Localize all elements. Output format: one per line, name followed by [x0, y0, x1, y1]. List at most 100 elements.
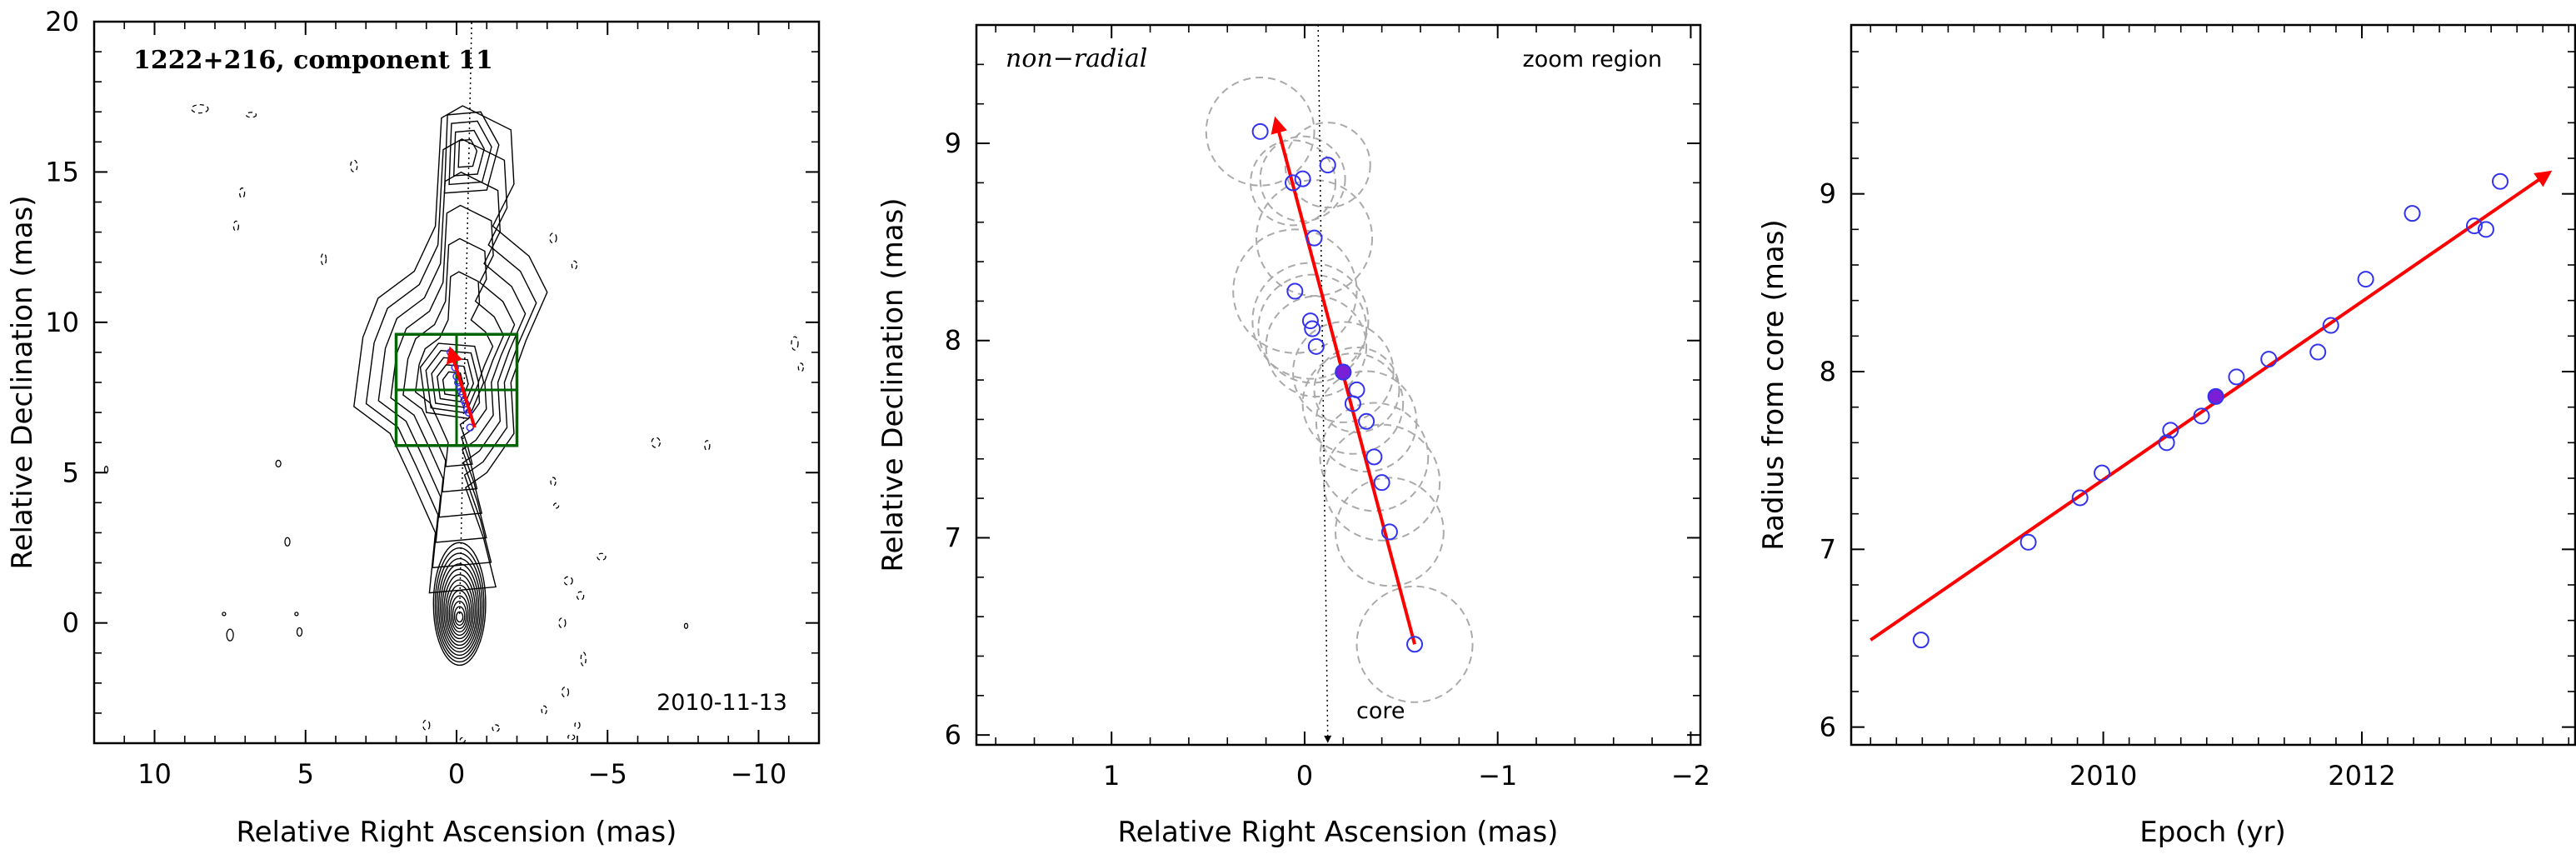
map-overlay	[394, 21, 519, 614]
panel-zoom: 1 0 −1 −2 6 7 8 9 non−radial zoom region core R…	[876, 23, 1710, 849]
negative-contour	[563, 576, 573, 586]
axis-ticks: 2010 2012 6 7 8 9	[1820, 25, 2575, 792]
plot-frame	[92, 20, 821, 745]
y-tick-label: 8	[945, 325, 961, 357]
uncertainty-circle	[1259, 135, 1346, 222]
negative-contour	[791, 336, 799, 351]
jet-contour	[457, 138, 478, 168]
y-tick-label: 15	[45, 156, 79, 187]
uncertainty-circle	[1256, 179, 1374, 297]
y-tick-label: 9	[945, 127, 961, 159]
data-point	[2465, 217, 2483, 235]
contour-island	[284, 537, 291, 547]
core-contour	[453, 606, 466, 627]
negative-contour	[350, 159, 358, 172]
x-axis-label: Relative Right Ascension (mas)	[1118, 816, 1559, 849]
nonradial-label: non−radial	[1006, 44, 1147, 73]
uncertainty-circle	[1323, 423, 1441, 542]
jet-contour	[377, 171, 527, 543]
y-tick-label: 5	[62, 457, 79, 488]
core-label: core	[1356, 698, 1405, 724]
data-point	[1307, 337, 1325, 355]
uncertainty-circle	[1315, 370, 1418, 473]
negative-contour	[651, 437, 661, 448]
data-point	[1301, 312, 1319, 330]
data-point	[2228, 368, 2245, 386]
x-axis-label: Relative Right Ascension (mas)	[237, 816, 677, 849]
uncertainty-circle	[1232, 228, 1358, 354]
data-point	[2477, 221, 2494, 238]
x-tick-label: 1	[1103, 760, 1120, 792]
uncertainty-circle	[1319, 402, 1430, 512]
core-direction-arrow	[1317, 25, 1332, 743]
plot-frame	[975, 23, 1702, 747]
panel-title: 1222+216, component 11	[133, 46, 493, 75]
negative-contour	[597, 552, 607, 561]
uncertainty-circle	[1251, 262, 1370, 380]
core-contour	[443, 573, 477, 647]
negative-contour	[549, 232, 557, 244]
uncertainty-circles	[1205, 76, 1474, 703]
data-point	[1406, 636, 1424, 653]
negative-contour	[567, 734, 576, 741]
x-tick-label: 2012	[2328, 760, 2395, 792]
negative-contour	[245, 112, 257, 118]
core-contour	[434, 547, 485, 663]
data-point	[1286, 282, 1304, 300]
knot-contour	[431, 357, 475, 408]
negative-contour	[704, 440, 711, 452]
data-point	[1294, 170, 1311, 187]
data-point	[2404, 205, 2421, 222]
jet-contour	[452, 129, 485, 177]
x-tick-label: 0	[1296, 760, 1313, 792]
data-point	[2158, 434, 2175, 452]
uncertainty-circle	[1313, 346, 1400, 433]
x-tick-label: −1	[1478, 760, 1517, 792]
data-point	[1285, 174, 1302, 192]
data-point	[2309, 343, 2327, 361]
panel-radius-epoch: 2010 2012 6 7 8 9 Epoch (yr) Radius from core…	[1757, 23, 2576, 849]
y-tick-label: 6	[1820, 712, 1836, 743]
core-contour	[447, 584, 472, 640]
negative-contour	[191, 103, 209, 114]
plot-frame	[1850, 23, 2576, 747]
core-contour	[437, 557, 482, 657]
jet-contour	[443, 111, 500, 194]
uncertainty-circle	[1355, 585, 1474, 703]
negative-contour	[422, 719, 431, 731]
negative-contour	[541, 705, 547, 715]
uncertainty-circle	[1205, 76, 1315, 187]
contour-island	[226, 628, 234, 642]
motion-arrow	[1271, 116, 1416, 645]
x-tick-label: 0	[448, 758, 465, 790]
uncertainty-circle	[1284, 122, 1371, 209]
contour-island	[683, 622, 689, 629]
data-point	[2019, 533, 2037, 551]
y-tick-label: 0	[62, 607, 79, 639]
uncertainty-circle	[1335, 477, 1445, 587]
data-point	[2094, 464, 2111, 482]
data-point	[2193, 407, 2210, 425]
data-point	[2162, 422, 2179, 439]
jet-contour	[390, 204, 516, 518]
contour-island	[222, 612, 227, 617]
x-tick-label: −10	[731, 758, 787, 790]
observation-date: 2010-11-13	[656, 690, 787, 716]
y-axis-label: Radius from core (mas)	[1757, 219, 1790, 550]
jet-contour	[353, 105, 548, 594]
jet-contour	[414, 271, 494, 467]
uncertainty-circle	[1265, 295, 1368, 398]
y-tick-label: 9	[1820, 178, 1836, 210]
core-contour	[436, 552, 483, 660]
data-point	[2260, 351, 2278, 368]
negative-contour	[576, 591, 585, 601]
x-tick-label: −5	[588, 758, 627, 790]
data-point	[2071, 489, 2089, 507]
jet-contour	[402, 237, 505, 493]
y-tick-label: 7	[945, 522, 961, 553]
uncertainty-circle	[1292, 321, 1395, 423]
negative-contour	[232, 220, 240, 232]
data-point	[1305, 229, 1323, 247]
data-point	[1358, 412, 1375, 430]
